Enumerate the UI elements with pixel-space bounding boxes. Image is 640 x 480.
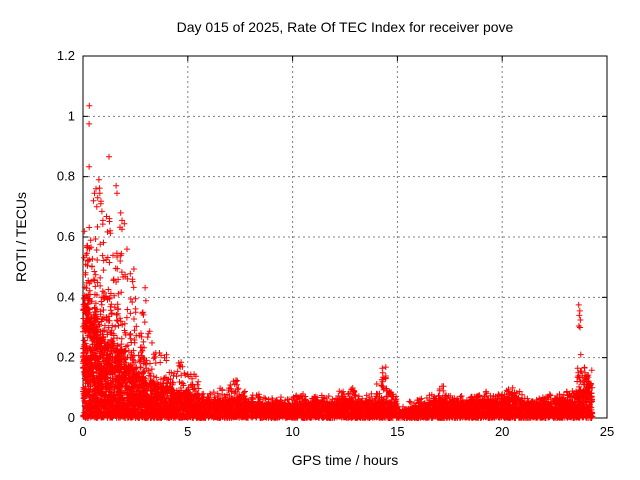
x-tick-label: 10 [285, 424, 299, 439]
y-tick-label: 0.8 [57, 169, 75, 184]
x-tick-label: 15 [390, 424, 404, 439]
y-tick-label: 0.4 [57, 289, 75, 304]
x-axis-label: GPS time / hours [291, 452, 399, 468]
y-tick-label: 0.2 [57, 350, 75, 365]
y-tick-label: 1 [68, 108, 75, 123]
y-tick-label: 0 [68, 410, 75, 425]
y-tick-label: 0.6 [57, 229, 75, 244]
x-tick-label: 0 [79, 424, 86, 439]
y-tick-label: 1.2 [57, 48, 75, 63]
x-tick-label: 25 [600, 424, 614, 439]
x-tick-label: 20 [495, 424, 509, 439]
chart-title: Day 015 of 2025, Rate Of TEC Index for r… [176, 19, 514, 35]
scatter-points [80, 102, 596, 421]
x-tick-label: 5 [184, 424, 191, 439]
